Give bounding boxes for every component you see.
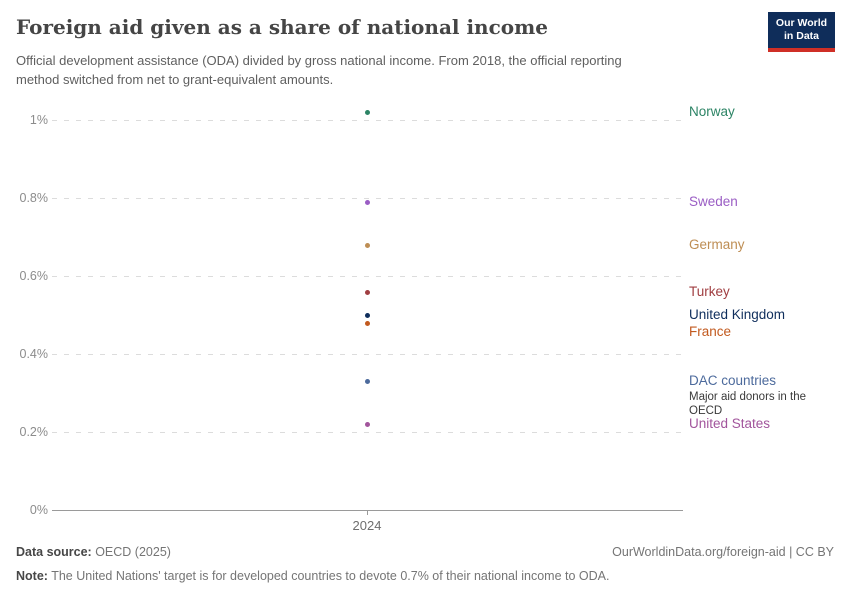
chart-footer: Data source: OECD (2025) OurWorldinData.… xyxy=(16,543,834,561)
gridline xyxy=(52,198,683,199)
y-axis-tick-label: 0.6% xyxy=(19,269,49,283)
entity-name[interactable]: Sweden xyxy=(689,193,738,209)
entity-label-france[interactable]: France xyxy=(689,323,731,341)
data-point-sweden[interactable] xyxy=(365,199,370,205)
entity-name[interactable]: Turkey xyxy=(689,283,730,299)
owid-logo: Our World in Data xyxy=(768,12,835,52)
y-axis-tick-label: 0.4% xyxy=(19,347,49,361)
note-label: Note: xyxy=(16,569,48,583)
entity-label-dac-countries[interactable]: DAC countries Major aid donors in the OEC… xyxy=(689,372,817,419)
entity-label-united-kingdom[interactable]: United Kingdom xyxy=(689,306,785,324)
owid-logo-line2: in Data xyxy=(783,30,819,42)
y-axis-tick-label: 0.2% xyxy=(19,425,49,439)
gridline xyxy=(52,120,683,121)
entity-sublabel-dac-countries: Major aid donors in the OECD xyxy=(689,391,806,418)
data-source-label: Data source: xyxy=(16,545,92,559)
gridline xyxy=(52,276,683,277)
owid-logo-line1: Our World xyxy=(775,16,828,29)
entity-name[interactable]: Germany xyxy=(689,236,745,252)
y-axis-tick-label: 0.8% xyxy=(19,191,49,205)
chart-subtitle: Official development assistance (ODA) di… xyxy=(16,53,622,87)
entity-label-turkey[interactable]: Turkey xyxy=(689,283,730,301)
data-source: Data source: OECD (2025) xyxy=(16,543,171,561)
y-axis-tick-label: 1% xyxy=(29,113,48,127)
entity-name[interactable]: United Kingdom xyxy=(689,307,786,322)
entity-label-united-states[interactable]: United States xyxy=(689,415,770,433)
y-axis-tick-label: 0% xyxy=(29,503,48,517)
entity-name[interactable]: United States xyxy=(689,416,771,432)
entity-name[interactable]: DAC countries xyxy=(689,373,777,389)
data-point-dac-countries[interactable] xyxy=(365,379,370,385)
entity-name[interactable]: Norway xyxy=(689,104,735,120)
page-title: Foreign aid given as a share of national… xyxy=(16,15,549,39)
entity-name[interactable]: France xyxy=(689,324,732,339)
note-value: The United Nations' target is for develo… xyxy=(47,569,610,583)
x-axis-tick-label: 2024 xyxy=(352,518,382,533)
citation-link[interactable]: OurWorldinData.org/foreign-aid | CC BY xyxy=(612,545,834,559)
data-source-value: OECD (2025) xyxy=(91,545,171,559)
gridline xyxy=(52,354,683,355)
gridline xyxy=(52,432,683,433)
data-point-united-kingdom[interactable] xyxy=(365,313,370,318)
data-point-germany[interactable] xyxy=(365,242,370,248)
x-axis-tick xyxy=(367,510,368,515)
entity-label-norway[interactable]: Norway xyxy=(689,103,735,121)
data-point-france[interactable] xyxy=(365,320,370,326)
entity-label-germany[interactable]: Germany xyxy=(689,236,745,254)
data-point-norway[interactable] xyxy=(365,110,370,116)
chart-note: Note: The United Nations' target is for … xyxy=(16,567,834,585)
data-point-turkey[interactable] xyxy=(365,289,370,295)
data-point-united-states[interactable] xyxy=(365,422,370,428)
entity-label-sweden[interactable]: Sweden xyxy=(689,193,738,211)
